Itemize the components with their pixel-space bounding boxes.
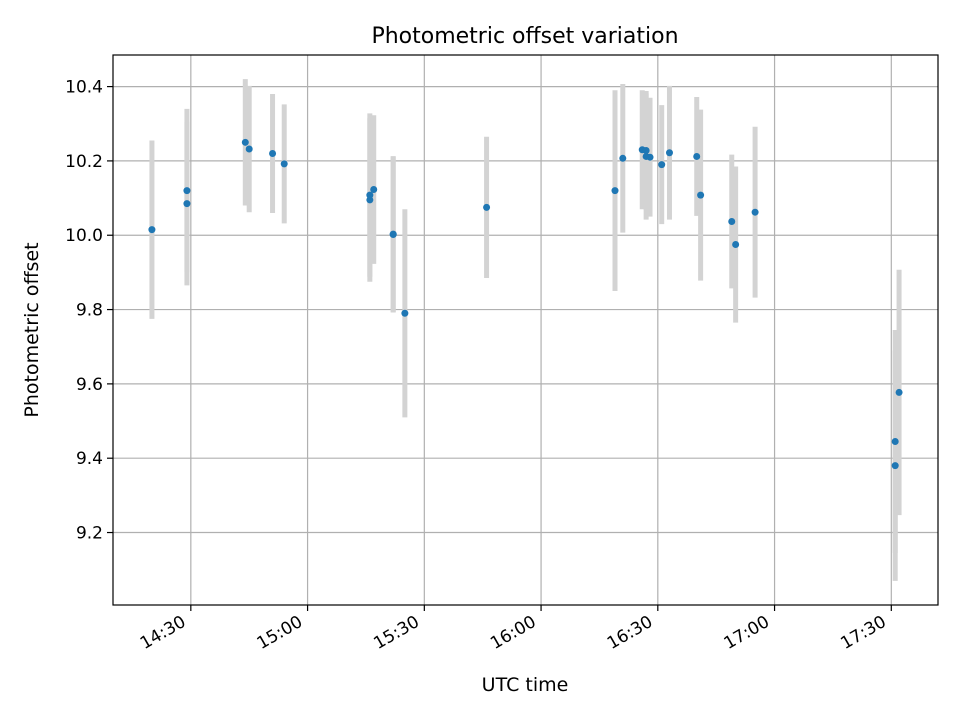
y-tick-label: 9.8 <box>76 301 103 321</box>
data-point <box>183 200 191 208</box>
data-point <box>280 160 288 168</box>
data-point <box>269 149 277 157</box>
y-tick-label: 10.0 <box>65 226 103 246</box>
grid <box>113 55 938 605</box>
y-tick-label: 10.4 <box>65 78 103 98</box>
y-axis-ticks: 9.2 9.4 9.6 9.8 10.0 10.2 10.4 <box>65 78 113 544</box>
data-point <box>619 154 627 162</box>
data-point <box>401 309 409 317</box>
data-point <box>693 152 701 160</box>
data-point <box>728 217 736 225</box>
data-point <box>665 149 673 157</box>
data-point <box>483 203 491 211</box>
data-point <box>370 186 378 194</box>
data-point <box>389 230 397 238</box>
plot-area-frame <box>112 54 939 606</box>
chart-title: Photometric offset variation <box>371 24 678 49</box>
data-point <box>646 153 654 161</box>
data-point <box>183 187 191 195</box>
data-point <box>697 191 705 199</box>
data-point <box>751 208 759 216</box>
data-point <box>891 437 899 445</box>
x-axis-label: UTC time <box>482 674 569 696</box>
data-points <box>148 138 903 470</box>
y-tick-label: 9.6 <box>76 375 103 395</box>
y-tick-label: 9.2 <box>76 524 103 544</box>
data-point <box>366 191 374 199</box>
data-point <box>891 462 899 470</box>
data-point <box>241 138 249 146</box>
data-point <box>611 187 619 195</box>
data-point <box>148 226 156 234</box>
data-point <box>895 388 903 396</box>
data-point <box>658 161 666 169</box>
data-point <box>732 241 740 249</box>
data-point <box>245 145 253 153</box>
data-point <box>642 147 650 155</box>
y-tick-label: 9.4 <box>76 449 103 469</box>
y-axis-label: Photometric offset <box>21 242 43 417</box>
data-point <box>366 196 374 204</box>
y-tick-label: 10.2 <box>65 152 103 172</box>
